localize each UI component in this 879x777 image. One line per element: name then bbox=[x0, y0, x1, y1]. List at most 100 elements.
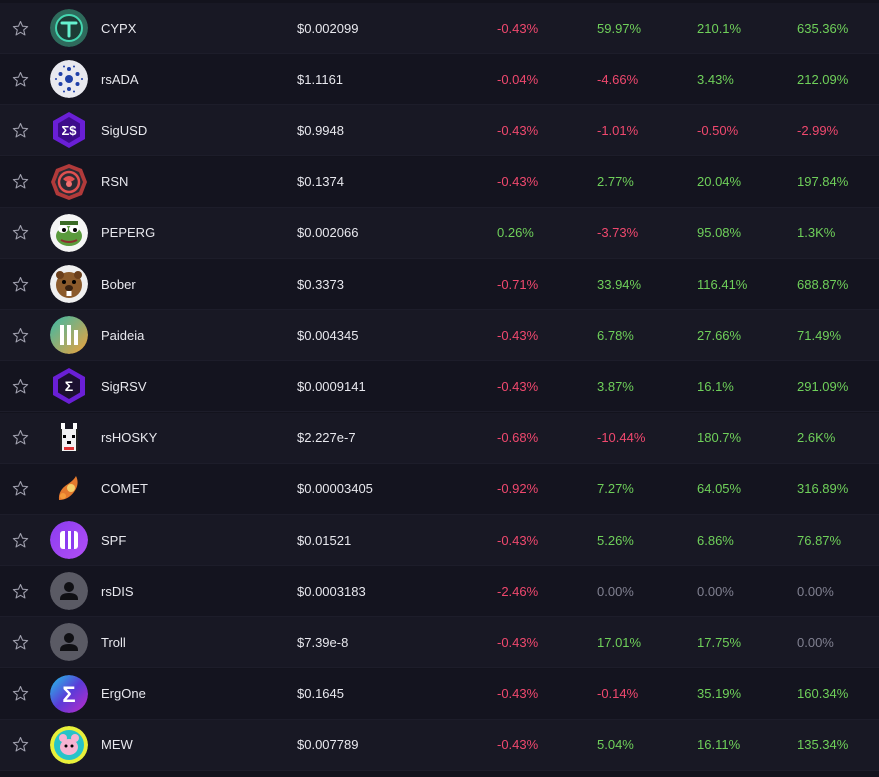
change-col-2: 5.04% bbox=[597, 737, 634, 753]
mew-cat-logo-icon bbox=[50, 725, 88, 764]
paideia-logo-icon bbox=[50, 316, 88, 355]
change-col-3: 27.66% bbox=[697, 327, 742, 343]
change-col-2: 0.00% bbox=[597, 583, 634, 599]
table-row[interactable]: Troll $7.39e-8 -0.43% 17.01% 17.75% 0.00% bbox=[0, 617, 879, 669]
change-col-4: 212.09% bbox=[797, 71, 849, 87]
favorite-star-icon[interactable] bbox=[10, 69, 30, 89]
favorite-star-icon[interactable] bbox=[10, 479, 30, 499]
token-name[interactable]: Bober bbox=[101, 276, 136, 292]
change-col-2: -0.14% bbox=[597, 686, 639, 702]
favorite-star-icon[interactable] bbox=[10, 581, 30, 601]
table-row[interactable]: rsHOSKY $2.227e-7 -0.68% -10.44% 180.7% 2.6K% bbox=[0, 412, 879, 464]
favorite-star-icon[interactable] bbox=[10, 120, 30, 140]
table-row[interactable]: CYPX $0.002099 -0.43% 59.97% 210.1% 635.36% bbox=[0, 3, 879, 54]
table-row[interactable]: MEW $0.007789 -0.43% 5.04% 16.11% 135.34% bbox=[0, 719, 879, 771]
table-row[interactable]: Paideia $0.004345 -0.43% 6.78% 27.66% 71.49% bbox=[0, 310, 879, 362]
token-name[interactable]: SigRSV bbox=[101, 378, 147, 394]
table-row[interactable]: RSN $0.1374 -0.43% 2.77% 20.04% 197.84% bbox=[0, 156, 879, 208]
change-col-1: -0.43% bbox=[497, 686, 539, 702]
token-name[interactable]: PEPERG bbox=[101, 225, 156, 241]
favorite-star-icon[interactable] bbox=[10, 428, 30, 448]
token-name[interactable]: Troll bbox=[101, 634, 126, 650]
table-row[interactable]: rsADA $1.1161 -0.04% -4.66% 3.43% 212.09% bbox=[0, 54, 879, 106]
token-price: $0.0009141 bbox=[297, 378, 366, 394]
token-price: $1.1161 bbox=[297, 71, 344, 87]
token-price: $0.01521 bbox=[297, 532, 352, 548]
token-name[interactable]: ErgOne bbox=[101, 686, 146, 702]
token-name[interactable]: MEW bbox=[101, 737, 133, 753]
table-row[interactable]: Σ SigRSV $0.0009141 -0.43% 3.87% 16.1% 291.09% bbox=[0, 361, 879, 413]
token-name[interactable]: rsADA bbox=[101, 71, 139, 87]
favorite-star-icon[interactable] bbox=[10, 18, 30, 38]
change-col-2: 59.97% bbox=[597, 20, 642, 36]
beaver-logo-icon bbox=[50, 265, 88, 303]
change-col-4: 635.36% bbox=[797, 20, 849, 36]
table-row[interactable]: SPF $0.01521 -0.43% 5.26% 6.86% 76.87% bbox=[0, 515, 879, 566]
change-col-1: -0.92% bbox=[497, 481, 539, 497]
favorite-star-icon[interactable] bbox=[10, 530, 30, 550]
change-col-3: 6.86% bbox=[697, 532, 734, 548]
change-col-1: -0.43% bbox=[497, 122, 539, 138]
token-price: $0.0003183 bbox=[297, 583, 366, 599]
favorite-star-icon[interactable] bbox=[10, 632, 30, 652]
token-price: $0.9948 bbox=[297, 122, 344, 138]
default-user-logo-icon bbox=[50, 572, 88, 611]
change-col-3: 180.7% bbox=[697, 430, 742, 446]
table-row[interactable]: COMET $0.00003405 -0.92% 7.27% 64.05% 316.89% bbox=[0, 463, 879, 515]
token-name[interactable]: rsHOSKY bbox=[101, 430, 158, 446]
token-price: $2.227e-7 bbox=[297, 430, 356, 446]
table-row[interactable]: Σ$ SigUSD $0.9948 -0.43% -1.01% -0.50% -2.99% bbox=[0, 105, 879, 157]
change-col-4: 160.34% bbox=[797, 686, 849, 702]
change-col-4: 71.49% bbox=[797, 327, 842, 343]
change-col-1: 0.26% bbox=[497, 225, 534, 241]
favorite-star-icon[interactable] bbox=[10, 223, 30, 243]
change-col-3: 3.43% bbox=[697, 71, 734, 87]
favorite-star-icon[interactable] bbox=[10, 274, 30, 294]
sigusd-logo-icon: Σ$ bbox=[50, 111, 88, 149]
token-price: $0.1374 bbox=[297, 174, 344, 190]
change-col-1: -0.43% bbox=[497, 532, 539, 548]
change-col-3: 35.19% bbox=[697, 686, 742, 702]
change-col-2: 17.01% bbox=[597, 634, 642, 650]
change-col-4: 688.87% bbox=[797, 276, 849, 292]
change-col-1: -0.71% bbox=[497, 276, 539, 292]
change-col-4: 197.84% bbox=[797, 174, 849, 190]
change-col-1: -0.43% bbox=[497, 327, 539, 343]
favorite-star-icon[interactable] bbox=[10, 172, 30, 192]
table-row[interactable]: rsDIS $0.0003183 -2.46% 0.00% 0.00% 0.00% bbox=[0, 566, 879, 618]
change-col-1: -0.04% bbox=[497, 71, 539, 87]
table-row[interactable]: PEPERG $0.002066 0.26% -3.73% 95.08% 1.3K% bbox=[0, 207, 879, 259]
comet-logo-icon bbox=[50, 470, 88, 508]
change-col-3: 17.75% bbox=[697, 634, 742, 650]
change-col-1: -0.43% bbox=[497, 20, 539, 36]
favorite-star-icon[interactable] bbox=[10, 735, 30, 755]
token-name[interactable]: CYPX bbox=[101, 20, 137, 36]
token-name[interactable]: SigUSD bbox=[101, 122, 148, 138]
token-name[interactable]: SPF bbox=[101, 532, 127, 548]
table-row[interactable]: Σ ErgOne $0.1645 -0.43% -0.14% 35.19% 160.34% bbox=[0, 668, 879, 720]
spf-logo-icon bbox=[50, 521, 88, 559]
cardano-logo-icon bbox=[50, 60, 88, 99]
change-col-3: 16.1% bbox=[697, 378, 734, 394]
favorite-star-icon[interactable] bbox=[10, 325, 30, 345]
token-name[interactable]: Paideia bbox=[101, 327, 145, 343]
change-col-1: -0.68% bbox=[497, 430, 539, 446]
svg-text:Σ: Σ bbox=[65, 378, 73, 394]
default-user-logo-icon bbox=[50, 623, 88, 662]
pepe-frog-logo-icon bbox=[50, 213, 88, 252]
token-name[interactable]: RSN bbox=[101, 174, 129, 190]
token-price: $0.1645 bbox=[297, 686, 344, 702]
change-col-3: 20.04% bbox=[697, 174, 742, 190]
token-name[interactable]: COMET bbox=[101, 481, 148, 497]
cypx-logo-icon bbox=[50, 9, 88, 47]
change-col-2: 5.26% bbox=[597, 532, 634, 548]
favorite-star-icon[interactable] bbox=[10, 684, 30, 704]
change-col-1: -0.43% bbox=[497, 378, 539, 394]
favorite-star-icon[interactable] bbox=[10, 376, 30, 396]
change-col-4: 76.87% bbox=[797, 532, 842, 548]
svg-text:Σ: Σ bbox=[62, 682, 75, 707]
table-row[interactable]: Bober $0.3373 -0.71% 33.94% 116.41% 688.87% bbox=[0, 259, 879, 310]
token-name[interactable]: rsDIS bbox=[101, 583, 134, 599]
token-price: $0.00003405 bbox=[297, 481, 373, 497]
change-col-2: -4.66% bbox=[597, 71, 639, 87]
